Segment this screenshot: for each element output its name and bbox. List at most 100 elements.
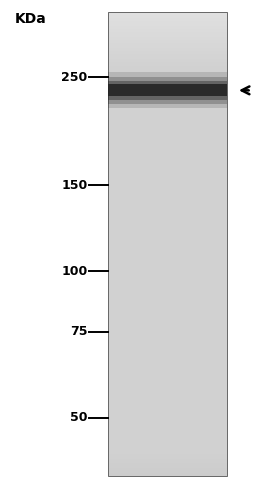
Bar	[108, 236, 227, 238]
Bar	[108, 410, 227, 412]
Bar	[108, 152, 227, 154]
Bar	[108, 404, 227, 406]
Bar	[108, 355, 227, 357]
Bar	[108, 468, 227, 469]
Bar	[108, 412, 227, 414]
Bar	[108, 70, 227, 72]
Bar	[108, 339, 227, 342]
Bar	[108, 154, 227, 156]
Bar	[108, 183, 227, 185]
Bar	[108, 160, 227, 162]
Bar	[108, 372, 227, 374]
Bar	[108, 163, 227, 165]
Bar	[108, 72, 227, 74]
Bar	[108, 341, 227, 343]
Bar	[108, 301, 227, 303]
Bar	[108, 77, 227, 103]
Bar	[108, 276, 227, 278]
Bar	[108, 149, 227, 151]
Bar	[108, 298, 227, 300]
Bar	[108, 176, 227, 178]
Bar	[108, 375, 227, 377]
Bar	[108, 288, 227, 290]
Bar	[108, 327, 227, 329]
Bar	[108, 449, 227, 451]
Bar	[108, 33, 227, 35]
Bar	[108, 256, 227, 258]
Bar	[108, 16, 227, 19]
Bar	[108, 406, 227, 408]
Bar	[108, 364, 227, 366]
Bar	[108, 418, 227, 420]
Bar	[108, 446, 227, 448]
Bar	[108, 211, 227, 213]
Bar	[108, 107, 227, 110]
Bar	[108, 67, 227, 69]
Bar	[108, 258, 227, 260]
Bar	[108, 109, 227, 111]
Bar	[108, 350, 227, 352]
Bar	[108, 81, 227, 83]
Bar	[108, 299, 227, 301]
Bar	[108, 333, 227, 335]
Bar	[108, 433, 227, 436]
Bar	[108, 206, 227, 208]
Bar	[108, 440, 227, 442]
Bar	[108, 122, 227, 123]
Bar	[108, 118, 227, 121]
Bar	[108, 304, 227, 306]
Bar	[108, 60, 227, 61]
Bar	[108, 44, 227, 46]
Bar	[108, 259, 227, 261]
Bar	[108, 266, 227, 269]
Bar	[108, 432, 227, 434]
Bar	[108, 180, 227, 182]
Bar	[108, 261, 227, 263]
Bar	[108, 279, 227, 281]
Bar	[108, 84, 227, 86]
Bar	[108, 216, 227, 218]
Bar	[108, 251, 227, 253]
Bar	[108, 95, 227, 97]
Bar	[108, 217, 227, 219]
Bar	[108, 470, 227, 473]
Bar	[108, 321, 227, 323]
Bar	[108, 472, 227, 474]
Bar	[108, 231, 227, 233]
Bar	[108, 396, 227, 399]
Bar	[108, 407, 227, 409]
Bar	[108, 37, 227, 39]
Bar	[108, 318, 227, 320]
Bar	[108, 15, 227, 17]
Bar	[108, 420, 227, 422]
Bar	[108, 169, 227, 171]
Bar	[108, 24, 227, 26]
Bar	[108, 417, 227, 419]
Bar	[108, 196, 227, 198]
Bar	[108, 32, 227, 34]
Bar	[108, 234, 227, 236]
Bar	[108, 330, 227, 332]
Bar	[108, 378, 227, 380]
Bar	[108, 429, 227, 431]
Bar	[108, 182, 227, 184]
Bar	[108, 87, 227, 89]
Bar	[108, 367, 227, 369]
Bar	[108, 380, 227, 382]
Bar	[108, 383, 227, 385]
Bar	[108, 89, 227, 91]
Bar	[108, 241, 227, 243]
Bar	[108, 151, 227, 153]
Bar	[108, 126, 227, 128]
Bar	[108, 270, 227, 272]
Bar	[108, 447, 227, 449]
Bar	[108, 12, 227, 14]
Text: 150: 150	[61, 179, 88, 192]
Bar	[108, 27, 227, 29]
Bar	[108, 435, 227, 437]
Bar	[108, 92, 227, 94]
Bar	[108, 294, 227, 297]
Bar	[108, 58, 227, 60]
Bar	[108, 86, 227, 88]
Bar	[108, 225, 227, 227]
